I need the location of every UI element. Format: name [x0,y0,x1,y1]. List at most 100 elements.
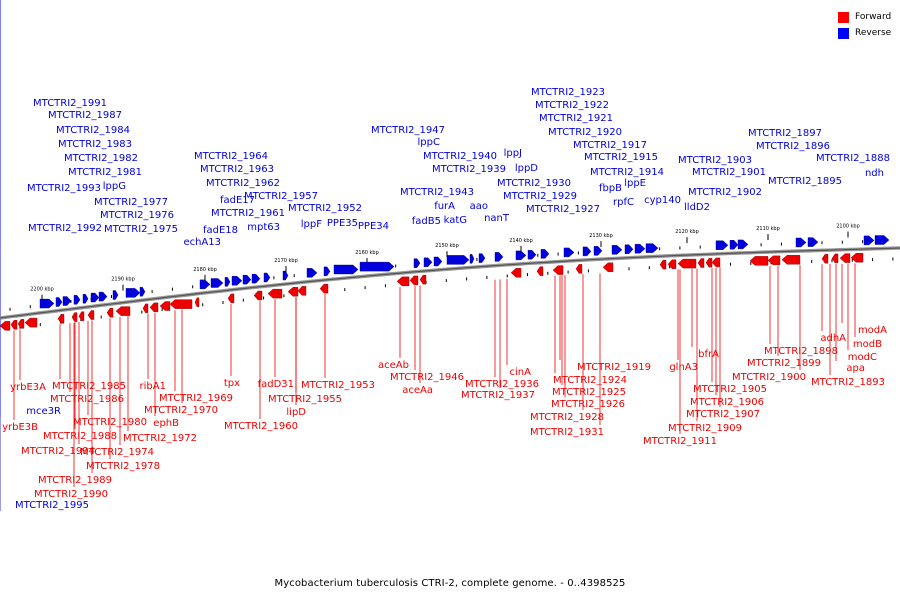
reverse-gene-label: MTCTRI2_1922 [535,100,609,111]
reverse-gene[interactable] [62,296,72,306]
reverse-gene[interactable] [737,239,749,250]
reverse-gene-label: MTCTRI2_1962 [206,178,280,189]
forward-gene[interactable] [87,310,95,320]
reverse-gene[interactable] [527,249,537,260]
reverse-gene[interactable] [582,246,592,257]
forward-gene[interactable] [149,302,159,313]
forward-gene[interactable] [396,276,410,287]
reverse-gene[interactable] [199,279,211,290]
forward-gene[interactable] [602,262,614,272]
forward-gene[interactable] [297,286,307,296]
forward-gene[interactable] [552,265,564,275]
forward-gene[interactable] [510,268,522,278]
forward-gene[interactable] [319,283,329,294]
reverse-gene[interactable] [563,247,575,258]
forward-gene[interactable] [106,307,114,318]
forward-gene[interactable] [194,297,200,307]
reverse-gene[interactable] [139,287,146,297]
forward-gene[interactable] [71,312,78,322]
reverse-gene-label: MTCTRI2_1991 [33,98,107,109]
reverse-gene[interactable] [55,297,63,307]
reverse-gene[interactable] [715,240,729,250]
reverse-gene[interactable] [73,295,81,305]
reverse-gene[interactable] [224,277,231,287]
forward-gene[interactable] [10,320,18,330]
forward-gene[interactable] [57,314,65,324]
forward-gene[interactable] [667,259,677,269]
reverse-gene-label: nanT [484,213,510,224]
forward-gene[interactable] [711,257,721,268]
reverse-gene[interactable] [263,272,271,283]
forward-gene[interactable] [17,319,25,329]
forward-gene[interactable] [115,306,131,316]
forward-gene[interactable] [821,254,829,264]
forward-gene-label: MTCTRI2_1899 [747,358,821,369]
reverse-gene[interactable] [515,250,527,261]
reverse-gene[interactable] [323,266,331,277]
reverse-gene[interactable] [729,240,739,250]
reverse-gene[interactable] [433,256,443,267]
reverse-gene[interactable] [90,292,100,303]
reverse-gene[interactable] [874,235,890,245]
reverse-gene[interactable] [795,237,807,248]
reverse-gene[interactable] [446,255,470,265]
forward-gene[interactable] [659,259,667,270]
reverse-gene[interactable] [645,243,659,253]
reverse-gene[interactable] [39,298,55,309]
reverse-gene[interactable] [231,276,243,286]
reverse-gene[interactable] [863,235,875,246]
forward-gene[interactable] [287,287,299,297]
forward-gene[interactable] [409,275,419,286]
reverse-gene[interactable] [478,253,486,263]
forward-gene[interactable] [253,290,263,301]
reverse-gene[interactable] [624,244,634,254]
reverse-gene[interactable] [540,249,550,259]
reverse-gene[interactable] [634,243,646,254]
reverse-gene-label: MTCTRI2_1888 [816,153,890,164]
reverse-gene-label: MTCTRI2_1947 [371,125,445,136]
reverse-gene[interactable] [359,261,395,272]
forward-gene-label: fadD31 [258,379,294,390]
reverse-gene[interactable] [251,273,261,284]
forward-gene-label: adhA [820,333,846,344]
forward-gene[interactable] [24,317,38,328]
forward-gene[interactable] [267,288,283,299]
forward-gene[interactable] [767,255,781,266]
reverse-gene[interactable] [593,246,603,256]
reverse-gene[interactable] [210,278,224,288]
reverse-gene[interactable] [125,288,141,298]
reverse-gene[interactable] [82,294,89,304]
reverse-gene[interactable] [807,237,819,247]
forward-gene[interactable] [749,256,769,266]
reverse-gene[interactable] [112,290,119,300]
forward-gene[interactable] [575,264,583,274]
forward-gene[interactable] [536,266,544,276]
forward-gene[interactable] [839,253,851,263]
forward-gene[interactable] [0,321,11,331]
forward-gene[interactable] [78,311,85,321]
reverse-gene[interactable] [333,264,359,275]
reverse-gene[interactable] [413,258,421,268]
forward-gene[interactable] [781,255,801,265]
reverse-gene[interactable] [306,268,318,278]
forward-gene[interactable] [831,253,839,264]
reverse-gene[interactable] [282,270,289,281]
forward-gene[interactable] [419,274,427,285]
forward-gene[interactable] [850,253,864,263]
forward-gene[interactable] [697,258,705,268]
forward-gene[interactable] [159,301,171,311]
reverse-gene[interactable] [611,245,623,255]
reverse-gene[interactable] [469,254,475,264]
reverse-gene[interactable] [98,291,108,302]
reverse-gene[interactable] [494,252,504,262]
forward-gene[interactable] [227,293,235,304]
forward-gene[interactable] [677,258,697,269]
forward-gene[interactable] [705,257,713,268]
forward-gene[interactable] [169,299,193,309]
reverse-gene-label: mpt63 [247,222,280,233]
legend-label-reverse: Reverse [855,27,892,38]
reverse-gene[interactable] [423,257,433,267]
forward-gene[interactable] [142,303,149,314]
reverse-gene[interactable] [242,274,252,285]
